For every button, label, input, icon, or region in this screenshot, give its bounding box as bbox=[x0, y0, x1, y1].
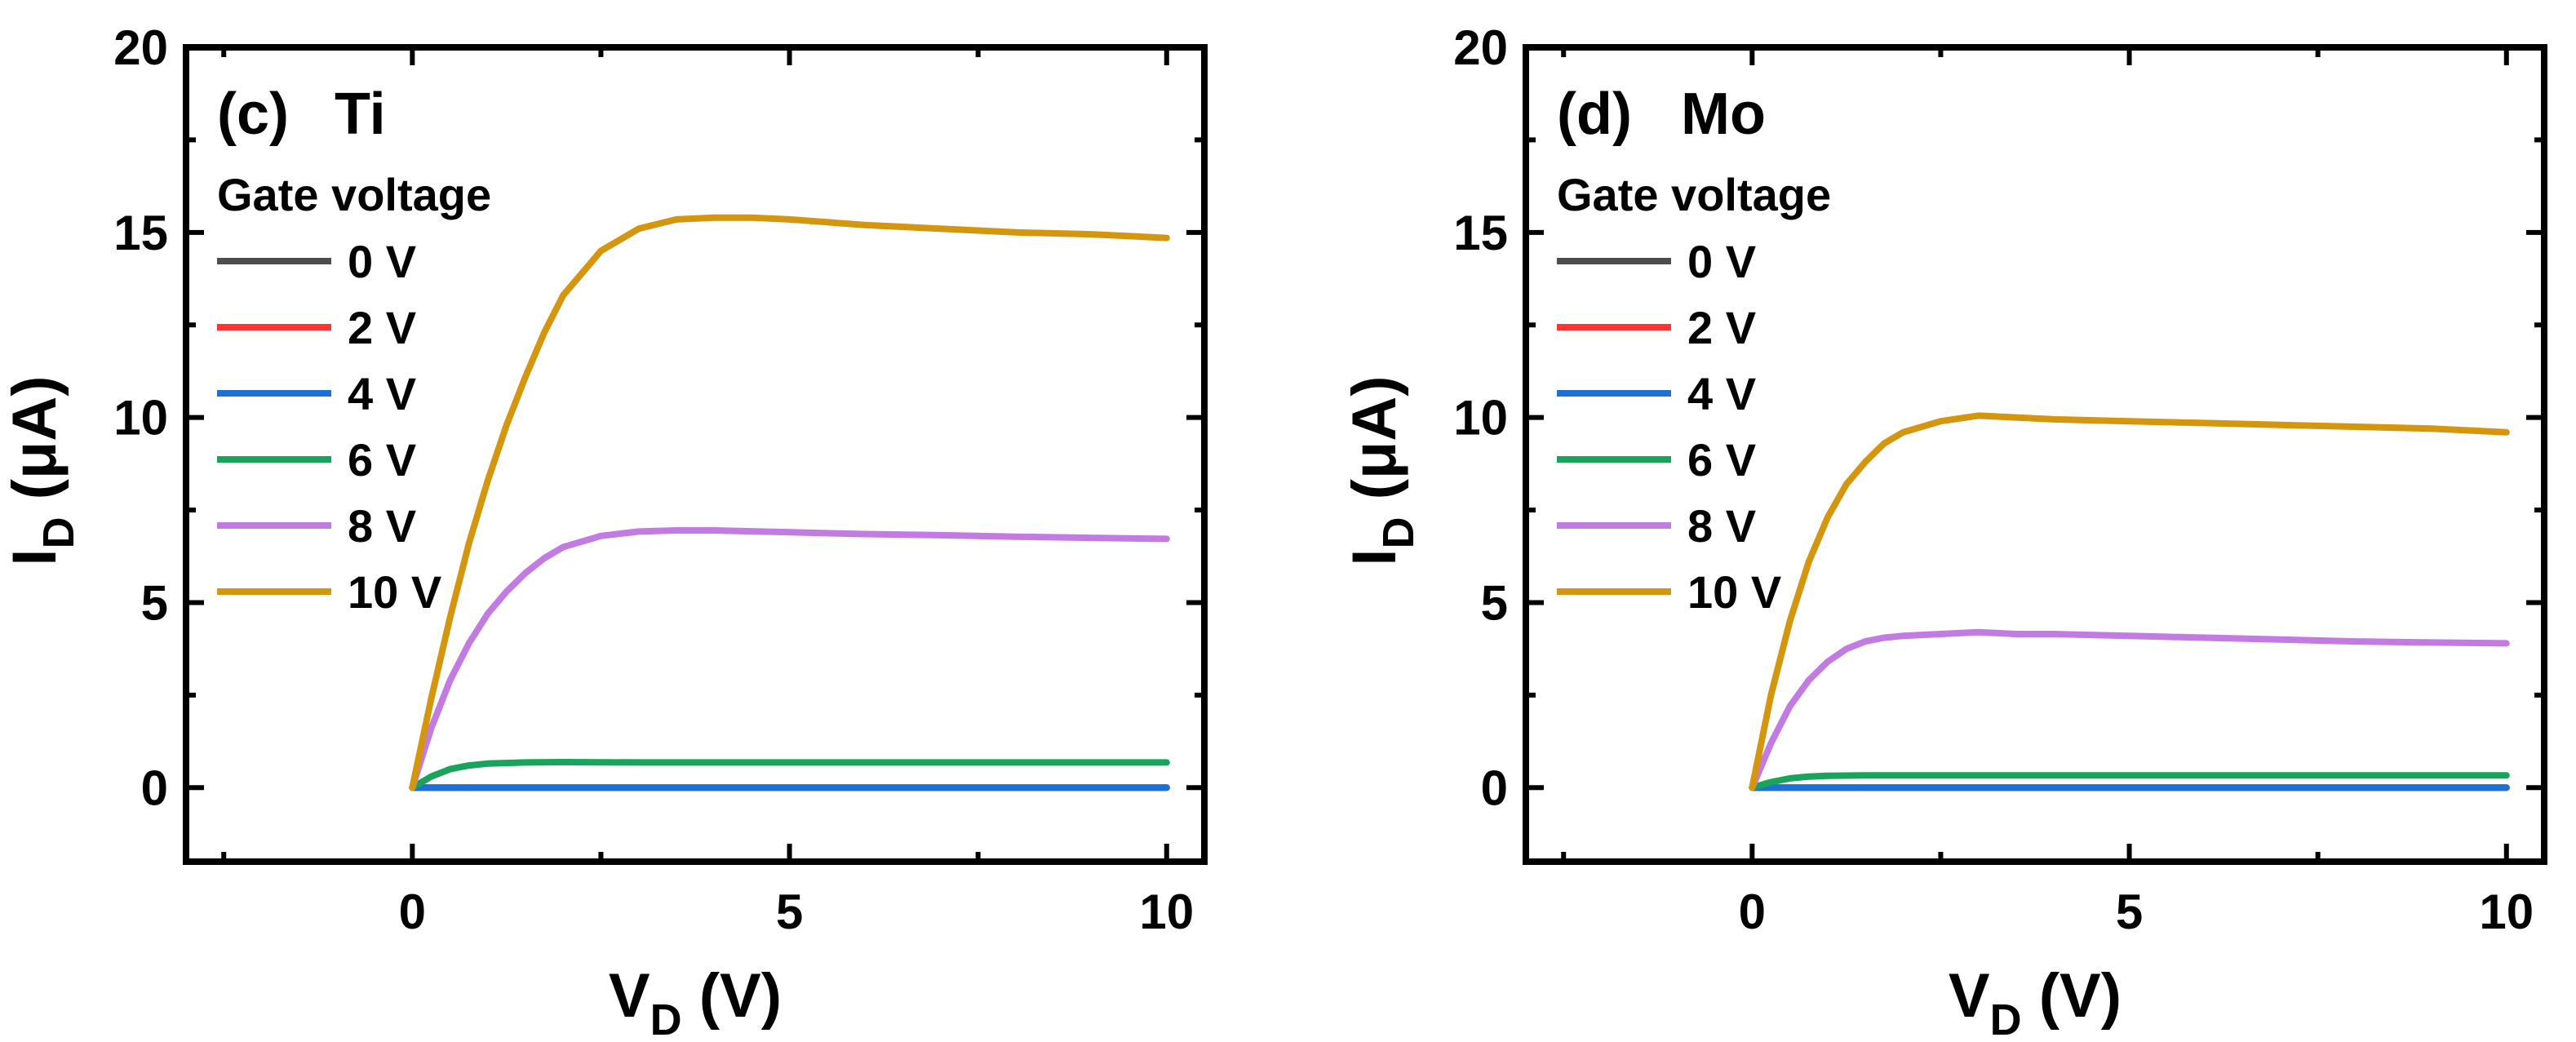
panel-label: (c) bbox=[217, 82, 289, 147]
x-axis-title-unit: (V) bbox=[2022, 961, 2122, 1031]
panel-title: Mo bbox=[1681, 82, 1766, 147]
legend-label: 6 V bbox=[348, 434, 416, 486]
y-tick-label: 0 bbox=[141, 760, 168, 815]
y-axis-title-main: I bbox=[0, 549, 69, 566]
legend-label: 4 V bbox=[1687, 368, 1756, 419]
legend-label: 6 V bbox=[1687, 434, 1756, 486]
y-axis-title: ID (μA) bbox=[0, 375, 83, 565]
legend-label: 0 V bbox=[1687, 236, 1756, 287]
legend-label: 8 V bbox=[1687, 500, 1756, 552]
y-tick-label: 10 bbox=[1453, 391, 1508, 446]
y-tick-label: 5 bbox=[1481, 575, 1508, 630]
x-tick-label: 5 bbox=[776, 885, 803, 939]
y-axis-title-unit: (μA) bbox=[0, 375, 69, 517]
series-line-8v bbox=[1749, 628, 2510, 791]
x-axis-title-unit: (V) bbox=[682, 961, 782, 1031]
legend-label: 8 V bbox=[348, 500, 416, 552]
y-tick-label: 10 bbox=[113, 391, 168, 446]
y-axis-title-main: I bbox=[1340, 549, 1409, 566]
y-axis-title-sub: D bbox=[34, 517, 83, 549]
series-line-10v bbox=[409, 214, 1170, 791]
x-axis-title-main: V bbox=[609, 961, 650, 1031]
legend-label: 10 V bbox=[348, 566, 441, 618]
y-tick-label: 0 bbox=[1481, 760, 1508, 815]
panel-title: Ti bbox=[335, 82, 386, 147]
legend-label: 2 V bbox=[1687, 302, 1756, 353]
plot-frame bbox=[1523, 44, 2547, 865]
x-axis-title-main: V bbox=[1949, 961, 1990, 1031]
legend-label: 10 V bbox=[1687, 566, 1781, 618]
x-tick-label: 5 bbox=[2116, 885, 2143, 939]
x-tick-label: 0 bbox=[1739, 885, 1766, 939]
legend-label: 0 V bbox=[348, 236, 416, 287]
plot-frame bbox=[183, 44, 1208, 865]
y-axis-title-unit: (μA) bbox=[1340, 375, 1409, 517]
y-tick-label: 20 bbox=[1453, 20, 1508, 75]
x-axis-title: VD (V) bbox=[1949, 961, 2122, 1042]
x-axis-title-sub: D bbox=[1990, 995, 2022, 1042]
legend-label: 2 V bbox=[348, 302, 416, 353]
series-line-10v bbox=[1749, 412, 2510, 791]
y-axis-title-sub: D bbox=[1374, 517, 1423, 549]
series-line-8v bbox=[409, 527, 1170, 791]
series-line-6v bbox=[409, 759, 1170, 791]
panel-label: (d) bbox=[1557, 82, 1632, 147]
y-tick-label: 5 bbox=[141, 575, 168, 630]
x-tick-label: 0 bbox=[399, 885, 426, 939]
series-line-6v bbox=[1749, 772, 2510, 791]
y-tick-label: 20 bbox=[113, 20, 168, 75]
x-tick-label: 10 bbox=[2479, 885, 2534, 939]
legend-title: Gate voltage bbox=[1557, 169, 1831, 220]
y-tick-label: 15 bbox=[1453, 206, 1508, 260]
x-axis-title: VD (V) bbox=[609, 961, 782, 1042]
legend-title: Gate voltage bbox=[217, 169, 491, 220]
y-axis-title: ID (μA) bbox=[1340, 375, 1423, 565]
x-axis-title-sub: D bbox=[650, 995, 682, 1042]
legend-label: 4 V bbox=[348, 368, 416, 419]
y-tick-label: 15 bbox=[113, 206, 168, 260]
x-tick-label: 10 bbox=[1139, 885, 1194, 939]
